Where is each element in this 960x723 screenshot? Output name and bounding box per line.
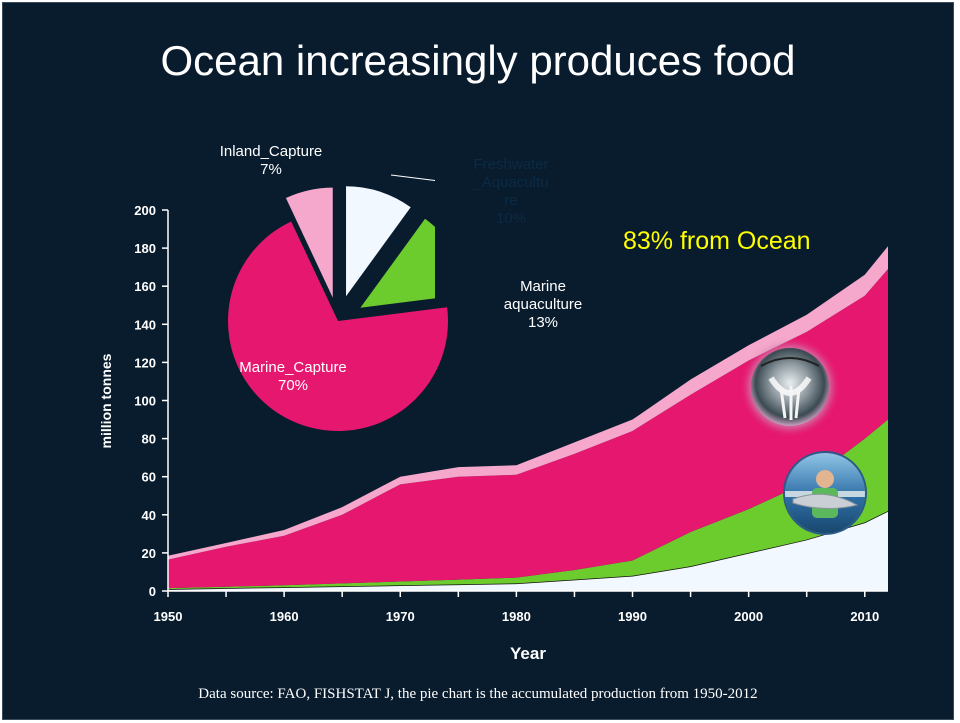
y-tick-label: 120	[134, 355, 156, 370]
pie-label-freshwater-aquaculture-name: Freshwater	[473, 156, 549, 173]
x-tick-label: 1990	[618, 609, 647, 624]
pie-label-marine-aquaculture-name: Marine	[520, 278, 566, 295]
fish-production-chart: 0 20 40 60 80 100 120 140 160 180 200 1950 1960 1970 1…	[98, 174, 889, 663]
x-tick-label: 1970	[386, 609, 415, 624]
x-tick-label: 2000	[734, 609, 763, 624]
pie-label-marine-aquaculture-name2: aquaculture	[503, 296, 583, 313]
pie-label-inland-capture-name: Inland_Capture	[219, 143, 323, 160]
x-axis-title: Year	[510, 644, 546, 663]
y-tick-label: 40	[142, 508, 156, 523]
pie-label-freshwater-aquaculture-name3: re	[504, 192, 518, 209]
y-tick-label: 20	[142, 546, 156, 561]
y-tick-label: 100	[134, 394, 156, 409]
x-tick-label: 1950	[154, 609, 183, 624]
pie-label-marine-capture-pct: 70%	[277, 377, 309, 394]
ocean-share-callout: 83% from Ocean	[623, 227, 811, 255]
axes-layer: 0 20 40 60 80 100 120 140 160 180 200 1950 1960 1970 1…	[98, 203, 888, 663]
y-tick-label: 160	[134, 279, 156, 294]
stacked-area-layer	[167, 246, 889, 591]
x-tick-label: 1960	[270, 609, 299, 624]
y-tick-label: 80	[142, 432, 156, 447]
marine-aquaculture-area	[168, 419, 888, 590]
x-tick-label: 1980	[502, 609, 531, 624]
pie-slice-inland-capture	[285, 187, 333, 298]
freshwater-aquaculture-area	[168, 510, 888, 591]
fish-net-photo	[751, 348, 829, 426]
pie-label-backdrop	[435, 155, 595, 305]
pie-label-marine-aquaculture-pct: 13%	[527, 314, 559, 331]
pie-label-marine-capture: Marine_Capture 70%	[208, 359, 378, 395]
pie-label-inland-capture-pct: 7%	[260, 161, 282, 178]
pie-label-marine-aquaculture: Marine aquaculture 13%	[473, 278, 613, 332]
fisherman-salmon-photo	[783, 451, 867, 535]
y-tick-label: 180	[134, 241, 156, 256]
pie-label-inland-capture: Inland_Capture 7%	[191, 143, 351, 179]
pie-slice-marine-capture	[227, 221, 448, 431]
y-tick-label: 200	[134, 203, 156, 218]
pie-slice-freshwater-aquaculture	[346, 186, 411, 297]
pie-label-freshwater-aquaculture-name2: _Aquacultu	[473, 174, 549, 191]
pie-label-freshwater-aquaculture: Freshwater _Aquacultu re 10%	[441, 156, 581, 228]
y-tick-label: 140	[134, 317, 156, 332]
y-axis-title: million tonnes	[98, 353, 114, 448]
pie-label-freshwater-aquaculture-pct: 10%	[495, 210, 527, 227]
data-source-footer: Data source: FAO, FISHSTAT J, the pie ch…	[198, 686, 758, 702]
pie-label-marine-capture-name: Marine_Capture	[239, 359, 347, 376]
y-tick-label: 0	[149, 584, 156, 599]
x-tick-label: 2010	[850, 609, 879, 624]
marine-capture-area	[168, 269, 888, 589]
y-tick-label: 60	[142, 470, 156, 485]
slide-title: Ocean increasingly produces food	[160, 37, 796, 84]
